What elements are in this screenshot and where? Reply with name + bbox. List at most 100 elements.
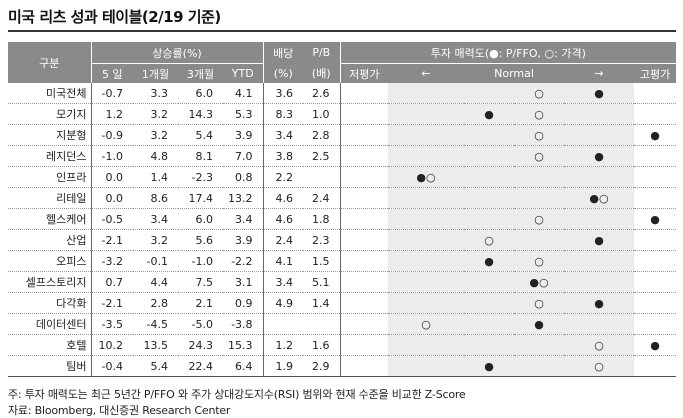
pb-ratio: 2.6 xyxy=(303,83,341,104)
return-1m: -4.5 xyxy=(133,313,178,335)
attractiveness-marker xyxy=(388,187,465,209)
sector-name: 다각화 xyxy=(8,292,92,314)
dividend-yield: 1.9 xyxy=(263,355,304,377)
attractiveness-marker xyxy=(340,355,389,377)
return-3m: 5.4 xyxy=(178,124,223,146)
return-ytd: 3.4 xyxy=(223,208,264,230)
table-row: 미국전체 -0.7 3.3 6.0 4.1 3.6 2.6 ○ ● xyxy=(8,83,677,104)
attractiveness-marker xyxy=(514,166,565,188)
return-5d: 0.0 xyxy=(91,166,133,188)
attractiveness-marker xyxy=(388,208,465,230)
attractiveness-marker xyxy=(464,313,515,335)
return-1m: 3.2 xyxy=(133,124,178,146)
dividend-yield: 8.3 xyxy=(263,103,304,125)
pb-ratio: 2.8 xyxy=(303,124,341,146)
scale-left-arrow: ← xyxy=(388,63,465,83)
attractiveness-marker: ○ xyxy=(514,208,565,230)
attractiveness-marker: ● xyxy=(564,145,635,167)
attractiveness-marker xyxy=(564,166,635,188)
pb-ratio: 2.9 xyxy=(303,355,341,377)
return-3m: -1.0 xyxy=(178,250,223,272)
attractiveness-marker xyxy=(634,145,677,167)
attractiveness-marker: ● xyxy=(464,250,515,272)
return-3m: 7.5 xyxy=(178,271,223,293)
return-1m: 3.2 xyxy=(133,103,178,125)
return-1m: 5.4 xyxy=(133,355,178,377)
return-5d: 0.0 xyxy=(91,187,133,209)
table-row: 셀프스토리지 0.7 4.4 7.5 3.1 3.4 5.1 ●○ xyxy=(8,271,677,293)
attractiveness-marker: ●○ xyxy=(514,271,565,293)
attractiveness-marker xyxy=(340,313,389,335)
attractiveness-marker: ● xyxy=(564,229,635,251)
attractiveness-marker xyxy=(388,250,465,272)
return-5d: -0.9 xyxy=(91,124,133,146)
table-body: 미국전체 -0.7 3.3 6.0 4.1 3.6 2.6 ○ ● 모기지 1.2 3.2 14.3 5.… xyxy=(8,83,677,377)
sector-name: 레지던스 xyxy=(8,145,92,167)
attractiveness-marker xyxy=(340,145,389,167)
scale-overvalued: 고평가 xyxy=(634,63,677,83)
pb-unit: (배) xyxy=(303,63,341,83)
return-ytd: -3.8 xyxy=(223,313,264,335)
attractiveness-marker xyxy=(564,124,635,146)
attractiveness-marker xyxy=(388,83,465,104)
return-ytd: -2.2 xyxy=(223,250,264,272)
attractiveness-marker xyxy=(340,271,389,293)
attractiveness-marker xyxy=(514,229,565,251)
table-row: 레지던스 -1.0 4.8 8.1 7.0 3.8 2.5 ○ ● xyxy=(8,145,677,167)
table-row: 산업 -2.1 3.2 5.6 3.9 2.4 2.3 ○ ● xyxy=(8,229,677,251)
sector-name: 산업 xyxy=(8,229,92,251)
return-5d: -3.2 xyxy=(91,250,133,272)
attractiveness-marker xyxy=(634,355,677,377)
return-5d: -3.5 xyxy=(91,313,133,335)
pb-ratio: 5.1 xyxy=(303,271,341,293)
sector-name: 헬스케어 xyxy=(8,208,92,230)
return-ytd: 5.3 xyxy=(223,103,264,125)
attractiveness-marker xyxy=(514,355,565,377)
attractiveness-marker xyxy=(464,145,515,167)
table-row: 호텔 10.2 13.5 24.3 15.3 1.2 1.6 ○ ● xyxy=(8,334,677,356)
attractiveness-header: 투자 매력도(●: P/FFO, ○: 가격) xyxy=(340,42,677,64)
sector-name: 호텔 xyxy=(8,334,92,356)
attractiveness-marker xyxy=(634,103,677,125)
reit-performance-table: 구분 상승률(%) 배당 P/B 투자 매력도(●: P/FFO, ○: 가격)… xyxy=(8,42,677,377)
attractiveness-marker: ● xyxy=(634,334,677,356)
return-3m: -2.3 xyxy=(178,166,223,188)
return-ytd: 4.1 xyxy=(223,83,264,104)
attractiveness-marker xyxy=(634,292,677,314)
return-3m: 2.1 xyxy=(178,292,223,314)
attractiveness-marker: ○ xyxy=(514,103,565,125)
attractiveness-marker: ● xyxy=(634,124,677,146)
period-header-5d: 5 일 xyxy=(91,63,133,83)
attractiveness-marker xyxy=(564,313,635,335)
dividend-yield: 2.2 xyxy=(263,166,304,188)
return-5d: -0.5 xyxy=(91,208,133,230)
attractiveness-marker xyxy=(464,124,515,146)
table-row: 지분형 -0.9 3.2 5.4 3.9 3.4 2.8 ○ ● xyxy=(8,124,677,146)
return-1m: 3.4 xyxy=(133,208,178,230)
returns-header: 상승률(%) xyxy=(91,42,264,64)
attractiveness-marker xyxy=(464,271,515,293)
attractiveness-marker xyxy=(634,83,677,104)
attractiveness-marker: ● xyxy=(514,313,565,335)
attractiveness-marker xyxy=(340,250,389,272)
period-header-1m: 1개월 xyxy=(133,63,178,83)
attractiveness-marker xyxy=(634,166,677,188)
return-ytd: 3.9 xyxy=(223,229,264,251)
footnote: 주: 투자 매력도는 최근 5년간 P/FFO 와 주가 상대강도지수(RSI)… xyxy=(8,388,466,401)
attractiveness-marker xyxy=(634,313,677,335)
period-header-ytd: YTD xyxy=(223,63,264,83)
attractiveness-marker xyxy=(514,334,565,356)
attractiveness-marker: ○ xyxy=(388,313,465,335)
pb-ratio xyxy=(303,166,341,188)
return-ytd: 6.4 xyxy=(223,355,264,377)
table-row: 리테일 0.0 8.6 17.4 13.2 4.6 2.4 ●○ xyxy=(8,187,677,209)
return-3m: 6.0 xyxy=(178,83,223,104)
attractiveness-marker xyxy=(388,145,465,167)
attractiveness-marker xyxy=(340,187,389,209)
sector-name: 미국전체 xyxy=(8,83,92,104)
attractiveness-marker: ●○ xyxy=(564,187,635,209)
dividend-yield: 2.4 xyxy=(263,229,304,251)
table-header: 구분 상승률(%) 배당 P/B 투자 매력도(●: P/FFO, ○: 가격)… xyxy=(8,42,677,83)
return-1m: 4.4 xyxy=(133,271,178,293)
scale-normal: Normal xyxy=(464,63,565,83)
